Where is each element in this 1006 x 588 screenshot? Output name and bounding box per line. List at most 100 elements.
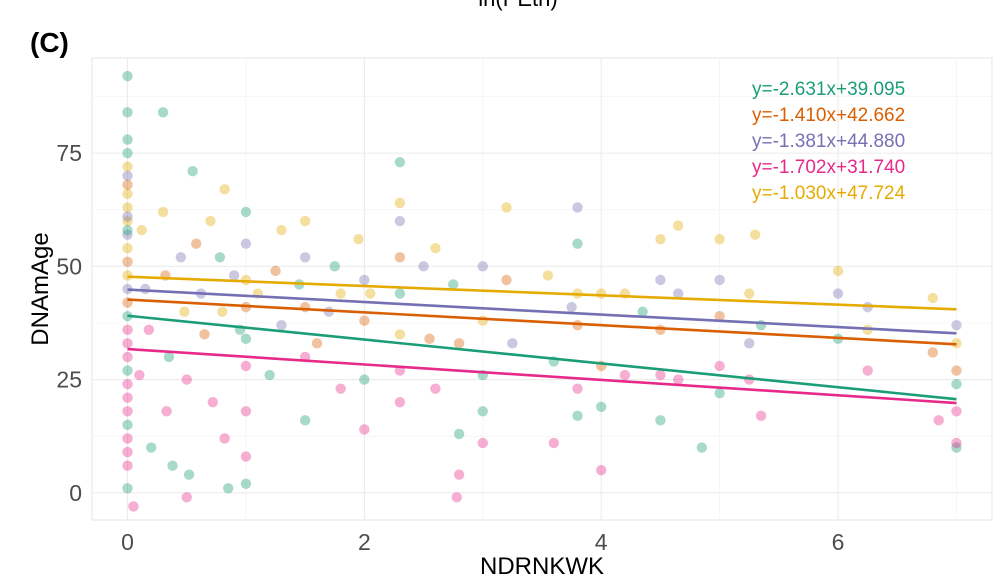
data-point [394,156,406,168]
x-tick-label: 4 [595,529,608,555]
data-point [672,288,684,299]
regression-line-3 [127,288,957,335]
data-point [933,415,944,426]
data-point [451,492,462,503]
data-point [744,338,755,349]
data-point [927,292,938,304]
data-point [219,433,230,444]
data-point [542,270,554,281]
equation-label-3: y=-1.381x+44.880 [752,131,905,152]
data-point [951,320,962,331]
data-point [501,274,512,286]
data-point [951,365,962,376]
data-point [122,406,133,417]
data-point [199,329,210,340]
data-point [951,406,962,417]
data-point [353,233,364,245]
data-point [276,224,287,236]
data-point [276,320,287,331]
data-point [122,460,133,471]
data-point [157,107,169,118]
data-point [219,184,230,195]
data-point [655,233,666,245]
data-point [122,446,133,458]
data-point [418,261,429,272]
data-point [596,401,607,412]
data-point [122,392,133,403]
data-point [714,274,725,286]
regression-line-5 [127,275,957,311]
data-point [122,324,133,335]
data-point [240,206,252,218]
data-point [122,70,133,82]
data-point [122,483,133,494]
data-point [572,410,583,422]
data-point [122,107,133,118]
data-point [134,369,145,381]
plot-panel [91,57,993,521]
data-point [655,369,666,381]
data-point [637,306,648,317]
data-point [264,369,275,381]
data-point [744,288,755,299]
x-tick-label: 6 [832,529,845,555]
data-point [477,437,488,449]
x-axis-title: NDRNKWK [480,553,604,580]
equation-label-2: y=-1.410x+42.662 [752,105,905,126]
data-point [832,265,844,277]
data-point [122,211,133,222]
data-point [359,424,370,435]
data-point [240,406,252,417]
data-point [572,238,583,249]
data-point [714,310,725,322]
panel-tag: (C) [30,27,69,58]
data-point [128,501,139,512]
data-point [270,265,281,277]
data-point [501,202,512,213]
cut-off-title: ln(PEth) [478,0,557,11]
data-point [122,134,133,145]
data-point [122,433,133,444]
y-axis-title: DNAmAge [27,232,54,345]
data-point [951,378,962,390]
data-point [394,288,406,299]
data-point [453,469,465,480]
equation-legend: y=-2.631x+39.095 y=-1.410x+42.662 y=-1.381… [752,79,906,204]
data-point [122,215,133,227]
data-point [183,469,195,480]
regression-line-1 [127,314,957,401]
data-point [335,383,346,394]
data-point [447,279,459,290]
data-point [240,478,252,489]
data-point [299,415,311,426]
data-point [714,360,725,372]
data-point [214,252,226,263]
data-point [672,374,684,385]
data-point [191,238,202,249]
data-point [122,229,133,240]
data-point [477,261,488,272]
data-point [167,460,178,471]
data-point [329,261,340,272]
data-point [122,419,133,431]
data-point [222,483,234,494]
data-point [122,365,133,376]
data-point [205,215,216,227]
data-point [672,220,684,231]
data-point [136,224,147,236]
data-point [335,288,346,299]
data-point [548,437,560,449]
data-point [596,464,607,476]
data-point [122,179,133,191]
data-point [655,274,666,286]
data-points [122,70,962,512]
data-point [240,360,252,372]
data-point [566,301,577,313]
data-point [157,206,169,218]
data-point [217,306,228,317]
data-point [951,442,962,453]
data-point [714,233,725,245]
data-point [359,274,370,286]
data-point [311,338,323,349]
data-point [430,243,441,254]
